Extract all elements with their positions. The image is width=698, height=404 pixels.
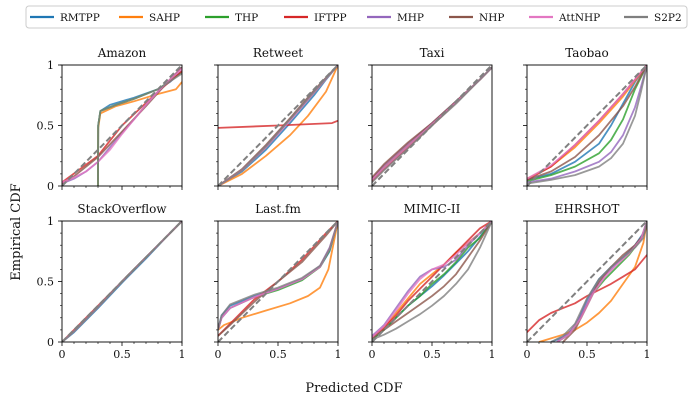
series-line-thp	[97, 71, 182, 186]
series-line-nhp	[527, 65, 647, 181]
series-line-nhp	[372, 221, 492, 340]
series-line-mhp	[218, 221, 338, 331]
legend-label-sahp: SAHP	[149, 12, 180, 24]
series-line-thp	[527, 65, 647, 183]
y-tick-label: 0.5	[37, 120, 55, 133]
panel-ehrshot: EHRSHOT 0 0.5 1	[523, 202, 651, 361]
legend-label-iftpp: IFTPP	[314, 12, 347, 24]
x-tick-label: 1	[489, 348, 496, 361]
plot-area	[218, 65, 338, 186]
panel-title: Taobao	[565, 46, 609, 60]
y-axis-label: Empirical CDF	[9, 183, 24, 280]
panel-stackoverflow: StackOverflow 0 0.5 1 0 0.5 1	[37, 202, 186, 361]
y-tick-label: 0	[47, 180, 54, 193]
series-line-iftpp	[372, 221, 492, 338]
ideal-diagonal-line	[372, 221, 492, 342]
series-line-s2p2	[218, 65, 338, 186]
panel-amazon: Amazon 0 0.5 1	[37, 46, 183, 193]
ideal-diagonal-line	[218, 221, 338, 342]
plot-area	[62, 65, 182, 186]
panel-last-fm: Last.fm 0 0.5 1	[214, 202, 342, 361]
x-tick-label: 1	[179, 348, 186, 361]
plot-area	[372, 221, 492, 342]
panel-retweet: Retweet	[214, 46, 339, 190]
series-line-attnhp	[527, 65, 647, 180]
ideal-diagonal-line	[527, 65, 647, 186]
x-tick-label: 1	[335, 348, 342, 361]
panel-title: Retweet	[253, 46, 303, 60]
series-line-sahp	[538, 221, 647, 342]
legend-frame	[25, 5, 688, 29]
series-line-attnhp	[556, 221, 647, 342]
x-tick-label: 0	[369, 348, 376, 361]
x-tick-label: 0.5	[423, 348, 441, 361]
legend-label-attnhp: AttNHP	[558, 12, 600, 24]
legend-label-rmtpp: RMTPP	[60, 12, 100, 24]
series-line-rmtpp	[527, 65, 647, 181]
series-line-s2p2	[550, 221, 647, 342]
ideal-diagonal-line	[218, 65, 338, 186]
x-tick-label: 0.5	[113, 348, 131, 361]
y-tick-label: 0	[47, 336, 54, 349]
y-tick-label: 0.5	[37, 276, 55, 289]
series-line-attnhp	[372, 221, 492, 338]
x-tick-label: 0	[215, 348, 222, 361]
y-tick-label: 1	[47, 215, 54, 228]
x-tick-label: 1	[644, 348, 651, 361]
series-line-s2p2	[218, 221, 338, 331]
series-line-sahp	[218, 221, 338, 331]
series-line-s2p2	[372, 221, 492, 341]
plot-area	[218, 221, 338, 342]
legend-label-s2p2: S2P2	[654, 12, 682, 24]
legend-label-thp: THP	[235, 12, 258, 24]
panel-title: StackOverflow	[77, 202, 167, 216]
panel-mimic-ii: MIMIC-II 0 0.5 1	[368, 202, 496, 361]
series-line-iftpp	[218, 119, 338, 129]
series-line-s2p2	[527, 65, 647, 185]
legend: RMTPP SAHP THP IFTPP MHP NHP AttNHP S2P2	[25, 5, 688, 29]
ideal-diagonal-line	[527, 221, 647, 342]
series-line-iftpp	[527, 254, 647, 333]
ideal-diagonal-line	[372, 65, 492, 186]
x-tick-label: 0	[524, 348, 531, 361]
series-line-thp	[218, 221, 338, 331]
plot-area	[372, 65, 492, 186]
series-line-mhp	[527, 65, 647, 184]
panel-title: MIMIC-II	[404, 202, 461, 216]
series-line-attnhp	[218, 221, 338, 331]
legend-label-nhp: NHP	[479, 12, 504, 24]
x-tick-label: 0.5	[269, 348, 287, 361]
plot-area	[527, 65, 647, 186]
legend-label-mhp: MHP	[397, 12, 424, 24]
ideal-diagonal-line	[62, 65, 182, 186]
y-tick-label: 1	[47, 59, 54, 72]
panel-title: EHRSHOT	[555, 202, 620, 216]
series-line-rmtpp	[218, 221, 338, 331]
panel-taobao: Taobao	[523, 46, 648, 190]
x-tick-label: 0.5	[578, 348, 596, 361]
x-tick-label: 0	[59, 348, 66, 361]
panel-title: Taxi	[420, 46, 445, 60]
panel-taxi: Taxi	[368, 46, 493, 190]
ideal-diagonal-line	[62, 221, 182, 342]
series-line-rmtpp	[97, 70, 182, 186]
panel-title: Amazon	[97, 46, 147, 60]
x-axis-label: Predicted CDF	[305, 381, 402, 396]
chart-panels: Amazon 0 0.5 1 Retweet Taxi Taobao StackOverflo…	[37, 46, 651, 361]
plot-area	[527, 221, 647, 342]
series-line-sahp	[97, 81, 182, 186]
plot-area	[62, 221, 182, 342]
panel-title: Last.fm	[255, 202, 301, 216]
series-line-sahp	[218, 65, 338, 186]
